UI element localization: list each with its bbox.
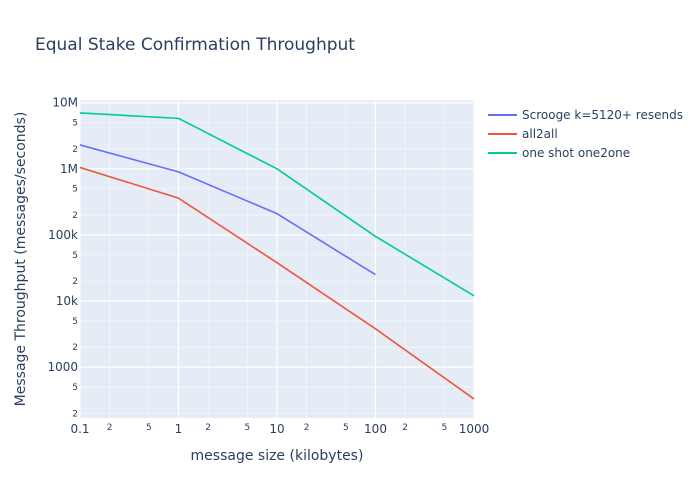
- series-layer: [79, 112, 475, 400]
- series-line-1: [79, 166, 475, 400]
- x-minor-tick-label: 2: [402, 423, 408, 433]
- x-minor-tick-label: 2: [107, 423, 113, 433]
- x-axis-title: message size (kilobytes): [191, 448, 364, 464]
- x-tick-label: 1: [175, 422, 183, 436]
- x-minor-tick-label: 2: [304, 423, 310, 433]
- y-axis-title: Message Throughput (messages/seconds): [13, 112, 29, 407]
- y-axis-ticks: 1000 10k 100k 1M 10M 2 5 2 5 2 5 2 5 2 5: [47, 96, 78, 420]
- series-line-2: [79, 112, 475, 297]
- y-minor-tick-label: 2: [72, 409, 78, 419]
- y-tick-label: 100k: [48, 228, 78, 242]
- legend-label: one shot one2one: [522, 146, 630, 160]
- chart-title: Equal Stake Confirmation Throughput: [35, 35, 355, 55]
- x-minor-tick-label: 2: [205, 423, 211, 433]
- y-minor-tick-label: 5: [72, 317, 78, 327]
- y-tick-label: 1000: [47, 360, 78, 374]
- y-tick-label: 10k: [56, 294, 78, 308]
- grid: [79, 100, 475, 418]
- x-minor-tick-label: 5: [146, 423, 152, 433]
- legend-label: Scrooge k=5120+ resends: [522, 108, 683, 122]
- x-tick-label: 100: [364, 422, 387, 436]
- x-tick-label: 10: [269, 422, 284, 436]
- legend: Scrooge k=5120+ resends all2all one shot o…: [488, 108, 683, 160]
- y-minor-tick-label: 5: [72, 185, 78, 195]
- y-tick-label: 1M: [60, 162, 78, 176]
- y-minor-tick-label: 2: [72, 145, 78, 155]
- y-minor-tick-label: 2: [72, 211, 78, 221]
- x-minor-tick-label: 5: [343, 423, 349, 433]
- y-minor-tick-label: 5: [72, 119, 78, 129]
- y-minor-tick-label: 5: [72, 383, 78, 393]
- legend-label: all2all: [522, 127, 558, 141]
- x-minor-tick-label: 5: [441, 423, 447, 433]
- x-tick-label: 1000: [459, 422, 490, 436]
- series-line-0: [79, 144, 376, 276]
- y-minor-tick-label: 2: [72, 343, 78, 353]
- x-tick-label: 0.1: [70, 422, 89, 436]
- y-minor-tick-label: 5: [72, 251, 78, 261]
- x-minor-tick-label: 5: [244, 423, 250, 433]
- y-minor-tick-label: 2: [72, 277, 78, 287]
- x-axis-ticks: 0.1 1 10 100 1000 2 5 2 5 2 5 2 5: [70, 422, 489, 436]
- y-tick-label: 10M: [52, 96, 78, 110]
